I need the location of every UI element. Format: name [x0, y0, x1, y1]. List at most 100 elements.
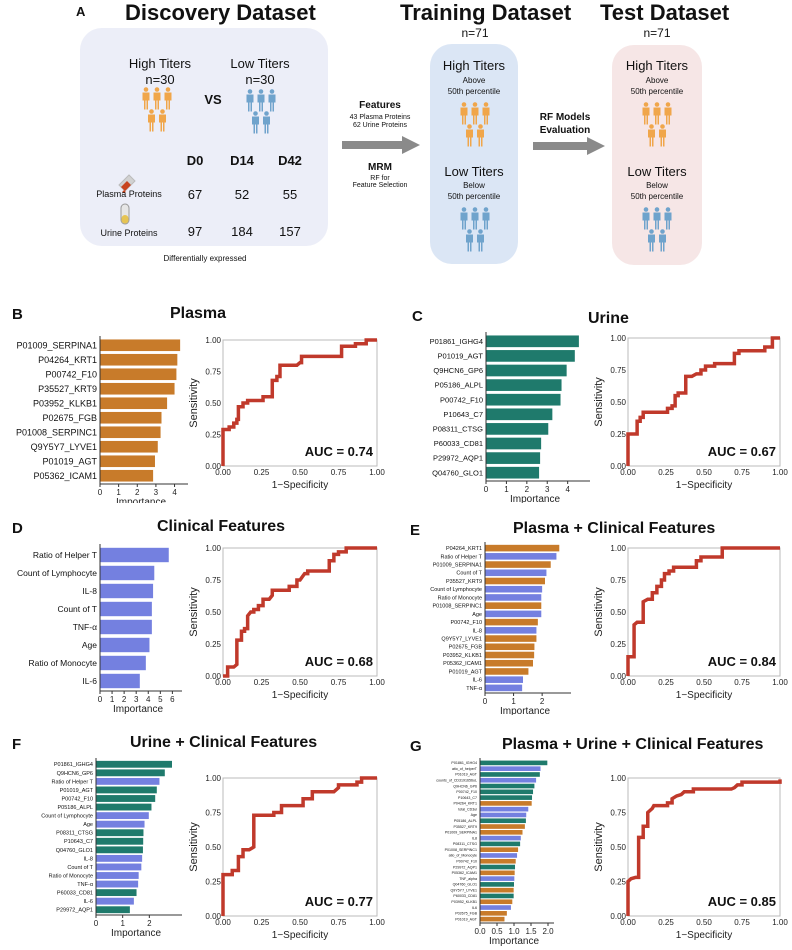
bar-label: counts_of_CD3191656uL: [436, 779, 477, 783]
person-body: [257, 94, 265, 112]
x-tick-label: 2: [147, 919, 152, 928]
training-title: Training Dataset: [400, 0, 572, 25]
test-box: [612, 45, 702, 265]
bar: [486, 393, 561, 406]
x-tick-label: 0.00: [620, 468, 636, 477]
y-tick-label: 0.75: [205, 809, 221, 818]
bar-label: Q9HCN6_GP6: [57, 771, 93, 777]
bar: [100, 339, 181, 352]
x-tick-label: 4: [146, 695, 151, 704]
person-body: [164, 92, 172, 110]
bar: [100, 426, 161, 439]
bar: [96, 829, 144, 837]
test-title: Test Dataset: [600, 0, 730, 25]
bar-label: P02675_FGB: [42, 413, 97, 423]
x-tick-label: 2: [122, 695, 127, 704]
y-tick-label: 0.00: [205, 912, 221, 921]
bar-label: Q9HCN6_GP6: [453, 784, 477, 788]
x-tick-label: 6: [170, 695, 175, 704]
person-body: [159, 114, 166, 132]
bar-label: P00742_F10: [456, 790, 477, 794]
x-tick-label: 1.00: [369, 918, 385, 927]
x-axis-title: 1−Specificity: [272, 480, 328, 491]
person-body: [648, 129, 655, 147]
person-head: [253, 111, 258, 116]
bar: [96, 803, 152, 811]
bar-label: P00742_F10: [440, 395, 483, 404]
person-head: [165, 87, 171, 92]
y-tick-label: 0.25: [205, 431, 221, 440]
bar-label: total_CD3ul: [458, 807, 477, 811]
bar: [480, 824, 525, 829]
person-head: [472, 207, 478, 212]
bar-label: Count of T: [57, 604, 97, 614]
bar: [485, 618, 538, 626]
bar-label: Ratio of Helper T: [33, 550, 97, 560]
person-body: [477, 234, 484, 252]
training-low-label: Low Titers: [444, 164, 504, 179]
x-axis-title: Importance: [489, 936, 539, 947]
plot-frame: [627, 337, 781, 467]
bar-label: P08311_CTSG: [453, 842, 477, 846]
x-tick-label: 1.00: [369, 678, 385, 687]
bar: [480, 841, 521, 847]
bar: [480, 806, 529, 812]
person-body: [466, 234, 473, 252]
bar: [96, 854, 143, 862]
bar-label: Q9HCN6_GP6: [433, 366, 483, 375]
bar: [96, 837, 144, 845]
bar-label: P29972_AQP1: [433, 454, 483, 463]
bar: [480, 766, 541, 771]
bar-label: P01008_SERPINC1: [432, 604, 482, 610]
person-head: [483, 102, 489, 107]
y-tick-label: 0.00: [610, 912, 626, 921]
bar: [485, 569, 547, 577]
person-head: [643, 207, 649, 212]
panel-f-roc-chart: 0.000.00 0.25 0.25 0.50 0.50 0.75 0.75 1.00 1.00…: [188, 774, 385, 941]
panel-d-roc-chart: 0.000.00 0.25 0.25 0.50 0.50 0.75 0.75 1.00 1.00…: [188, 544, 385, 701]
person-body: [642, 107, 650, 125]
bar: [485, 561, 551, 568]
rf-models-line1: RF Models: [539, 112, 591, 123]
x-tick-label: 0.50: [292, 918, 308, 927]
person-head: [665, 207, 671, 212]
bar-label: P60033_CD81: [434, 439, 483, 448]
person-head: [461, 102, 467, 107]
test-low-label: Low Titers: [627, 164, 687, 179]
person-body: [482, 107, 490, 125]
bar-label: TNF-α: [77, 882, 94, 888]
bar-label: IL-8: [84, 856, 93, 862]
bar: [486, 466, 540, 479]
bar: [485, 659, 533, 667]
person-body: [263, 116, 270, 134]
training-low-line2: 50th percentile: [447, 192, 501, 201]
x-tick-label: 1.00: [772, 678, 788, 687]
person-body: [482, 212, 490, 230]
bar: [485, 668, 529, 675]
bar: [96, 846, 143, 854]
bar-label: P05362_ICAM1: [33, 471, 97, 481]
high-titers-label: High Titers: [128, 56, 192, 71]
y-tick-label: 0.25: [610, 640, 626, 649]
bar: [96, 863, 142, 871]
bar: [486, 379, 562, 391]
x-tick-label: 0.75: [734, 918, 750, 927]
bar-label: P08311_CTSG: [433, 425, 483, 434]
test-n: n=71: [643, 26, 671, 40]
urine-tube-icon: [120, 203, 130, 225]
y-tick-label: 0.75: [205, 576, 221, 585]
bar-label: Count of Lymphocyte: [17, 568, 97, 578]
people-icon-high: [142, 87, 172, 132]
person-body: [460, 212, 468, 230]
bar: [100, 547, 169, 563]
panel-f-bar-chart: P01861_IGHG4 Q9HCN6_GP6 Ratio of Helper T P…: [41, 758, 182, 939]
bar-label: Ratio of Monocyte: [438, 595, 482, 601]
test-high-line1: Above: [645, 76, 669, 85]
bar-label: P35527_KRT9: [453, 825, 477, 829]
x-tick-label: 0.25: [658, 678, 674, 687]
x-tick-label: 2: [135, 488, 140, 497]
bar-label: P03952_KLKB1: [33, 398, 97, 408]
bar: [100, 440, 158, 453]
x-tick-label: 1: [110, 695, 115, 704]
people-icon-test-low: [642, 207, 672, 252]
